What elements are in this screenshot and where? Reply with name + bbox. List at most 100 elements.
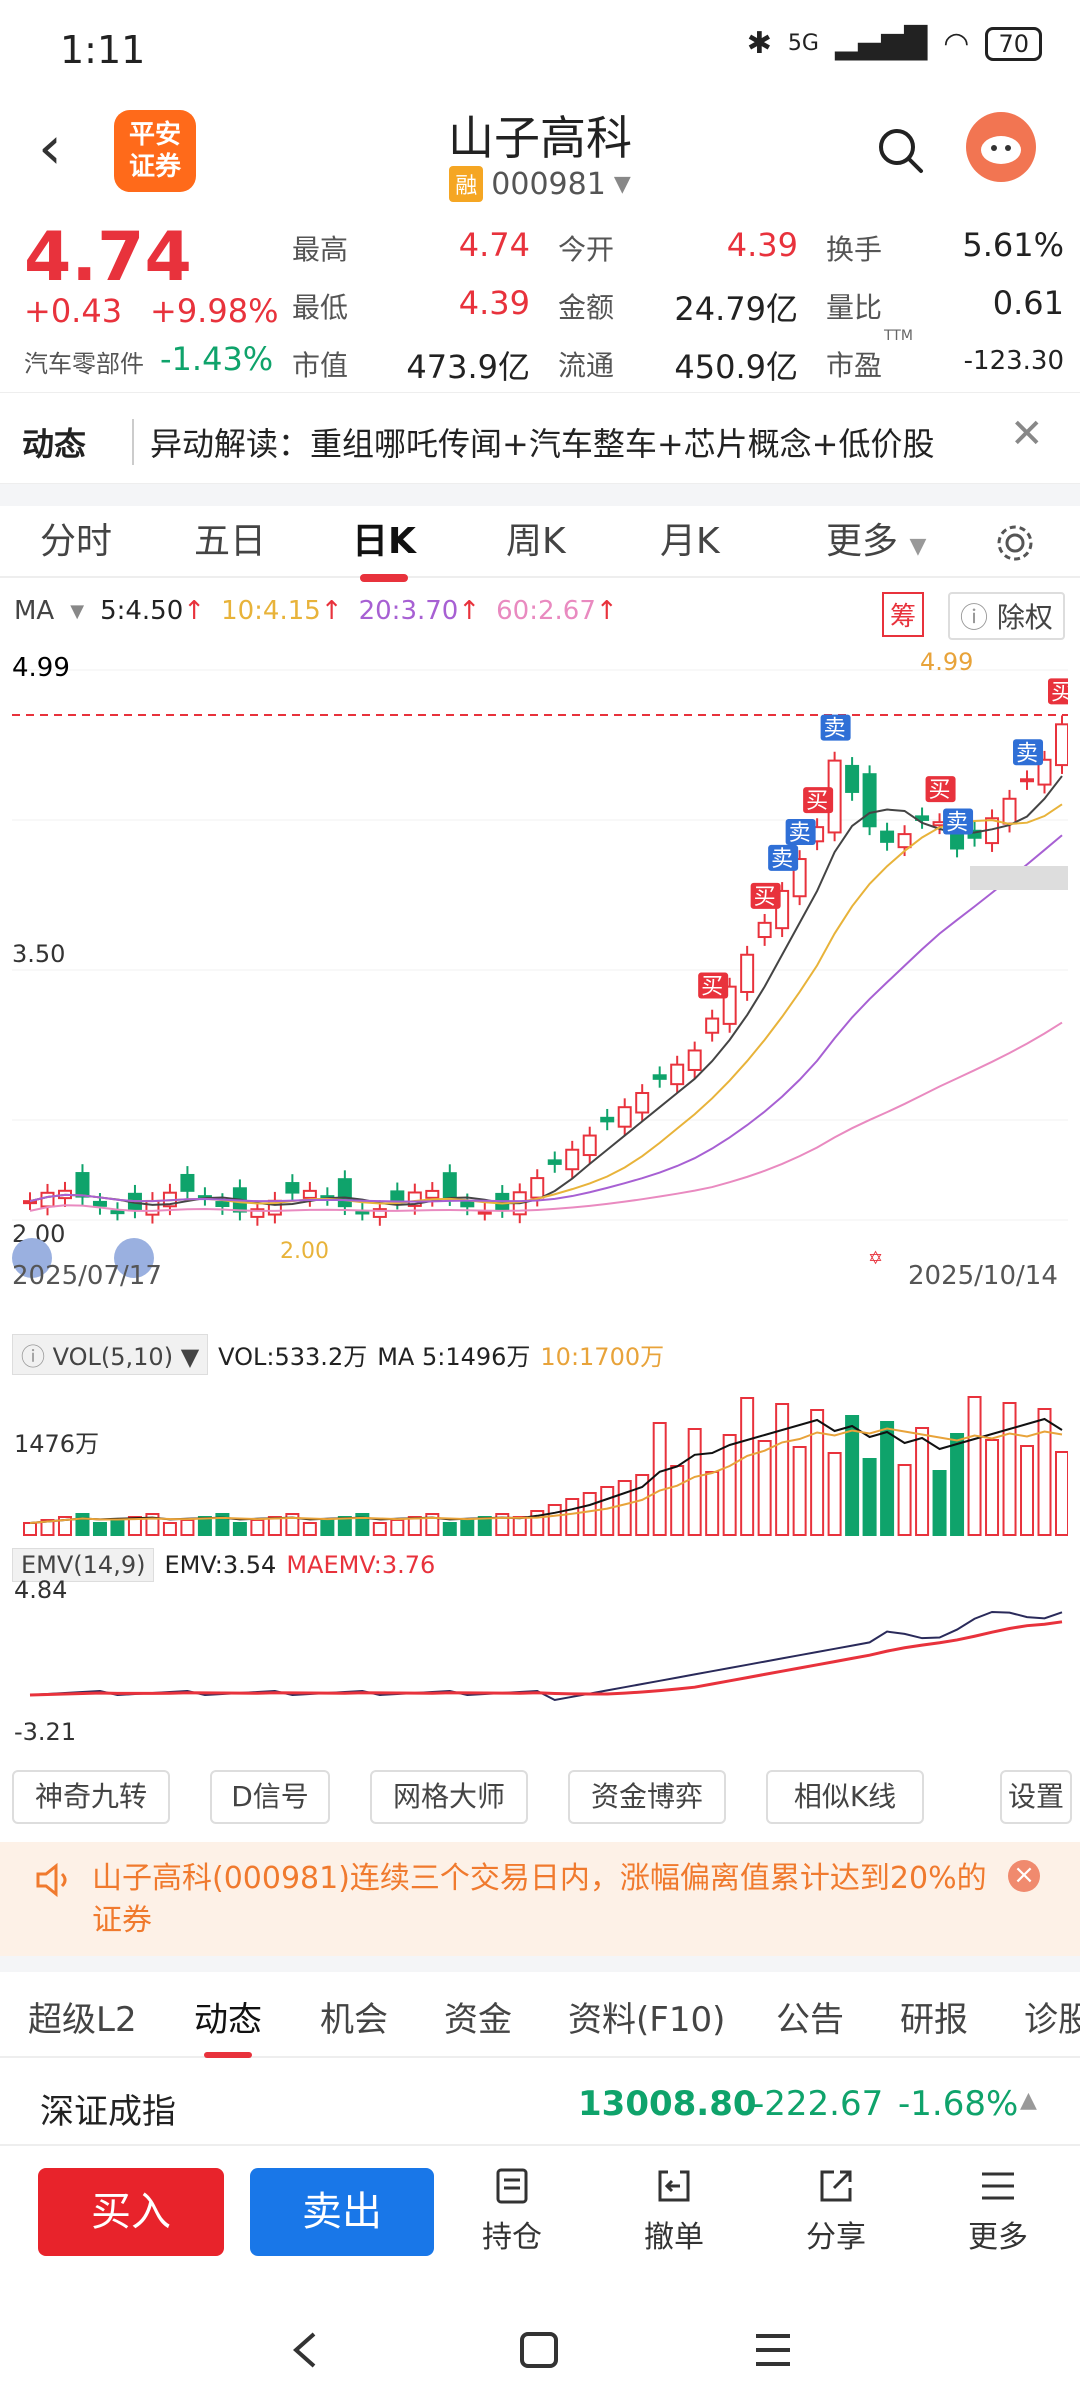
chevron-up-icon[interactable]: ▲ [1020,2088,1037,2113]
share-button[interactable]: 分享 [786,2166,886,2256]
buy-button[interactable]: 买入 [38,2168,224,2256]
quote-label: 流通 [558,349,615,382]
holdings-label: 持仓 [482,2220,542,2255]
quote-label: 换手 [826,233,883,266]
trade-mark-label: 买 [929,778,951,803]
logo-text: 平安 证券 [128,120,181,182]
speaker-icon [36,1862,67,1898]
candle [180,1173,195,1192]
volume-bar [460,1519,475,1536]
fullscreen-icon[interactable] [114,1238,154,1278]
sector-name[interactable]: 汽车零部件 [24,350,144,378]
tab-fenshi[interactable]: 分时 [40,521,113,562]
volume-bar [250,1519,265,1536]
tool-d-signal[interactable]: D信号 [210,1770,330,1824]
candles [23,715,1068,1226]
candle [250,1208,265,1218]
quote-value: 4.39 [726,226,798,264]
stock-code-row[interactable]: 融 000981 ▼ [0,166,1080,202]
volume-bar [757,1440,772,1536]
ma10-value: 10:4.15↑ [221,596,343,626]
buy-mark [925,776,956,803]
tab-news[interactable]: 动态 [194,1992,262,2058]
tab-daily-k[interactable]: 日K [352,506,416,582]
back-icon[interactable]: ‹ [38,113,62,183]
tool-grid-master[interactable]: 网格大师 [370,1770,528,1824]
candle [477,1210,492,1215]
sell-mark [943,808,974,835]
emv-chart[interactable]: 4.84 -3.21 [12,1580,1068,1750]
avatar[interactable] [966,112,1036,182]
candle [635,1092,650,1114]
quote-label: 最低 [292,291,349,324]
news-bar[interactable]: 动态 异动解读：重组哪吒传闻+汽车整车+芯片概念+低价股 ✕ [0,392,1080,484]
alert-banner[interactable]: 山子高科(000981)连续三个交易日内，涨幅偏离值累计达到20%的证券 × [0,1842,1080,1956]
emv-tag[interactable]: EMV(14,9) [12,1548,155,1582]
vol-tag[interactable]: ⓘ VOL(5,10) ▼ [12,1334,209,1375]
tab-weekly-k[interactable]: 周K [506,521,566,562]
sell-mark [768,844,799,871]
tool-jiuzhuan[interactable]: 神奇九转 [12,1770,170,1824]
ma10-line [29,803,1063,1205]
search-icon[interactable] [875,125,925,175]
vol-ma10: 10:1700万 [540,1343,665,1371]
candle [145,1199,160,1216]
tab-diagnosis[interactable]: 诊股 [1024,2000,1080,2040]
holdings-button[interactable]: 持仓 [462,2166,562,2256]
trade-mark-label: 卖 [824,717,846,742]
tool-settings[interactable]: 设置 [1000,1770,1072,1824]
volume-bar [477,1516,492,1536]
tab-more[interactable]: 更多 ▼ [826,506,926,578]
tab-research[interactable]: 研报 [900,2000,968,2040]
sector-change-pct[interactable]: -1.43% [160,340,274,378]
tab-monthly-k[interactable]: 月K [660,521,720,562]
ma10-text: 10:4.15 [221,596,321,626]
volume-bar [285,1513,300,1536]
margin-badge: 融 [449,166,484,202]
nav-back-icon[interactable] [292,2332,316,2368]
volume-bar [442,1522,457,1536]
trade-mark-label: 买 [1051,680,1068,705]
tab-more-label: 更多 [826,521,899,562]
tab-announcements[interactable]: 公告 [776,2000,844,2040]
index-change: -222.67 [752,2084,884,2124]
vol-header[interactable]: ⓘ VOL(5,10) ▼ VOL:533.2万 MA 5:1496万 10:1… [12,1334,664,1375]
nav-home-icon[interactable] [520,2332,558,2368]
vol-ma10-line [29,1427,1063,1524]
volume-bar [57,1516,72,1536]
news-text[interactable]: 异动解读：重组哪吒传闻+汽车整车+芯片概念+低价股 [132,419,934,465]
volume-bar [302,1522,317,1536]
tab-funds[interactable]: 资金 [444,2000,512,2040]
volume-bar [862,1458,877,1536]
sell-button[interactable]: 卖出 [250,2168,434,2256]
tab-wuri[interactable]: 五日 [194,521,267,562]
expand-icon[interactable] [12,1238,52,1278]
tool-fund-game[interactable]: 资金博弈 [568,1770,726,1824]
volume-chart[interactable]: 1476万 [12,1370,1068,1540]
tab-l2[interactable]: 超级L2 [28,2000,137,2040]
tool-similar-k[interactable]: 相似K线 [766,1770,924,1824]
tab-opportunity[interactable]: 机会 [320,2000,388,2040]
bluetooth-icon: ✱ [746,26,772,61]
more-button[interactable]: 更多 [948,2166,1048,2256]
tab-f10[interactable]: 资料(F10) [568,2000,726,2040]
ma-row[interactable]: MA ▼ 5:4.50↑ 10:4.15↑ 20:3.70↑ 60:2.67↑ [14,596,618,626]
stock-name: 山子高科 [448,111,632,165]
volume-bar [582,1492,597,1536]
cancel-order-button[interactable]: 撤单 [624,2166,724,2256]
emv-header[interactable]: EMV(14,9) EMV:3.54 MAEMV:3.76 [12,1548,435,1582]
index-ticker[interactable]: 深证成指 13008.80 -222.67 -1.68% ▲ [0,2060,1080,2146]
close-icon[interactable]: × [1008,1860,1040,1892]
close-icon[interactable]: ✕ [1010,411,1044,457]
candle [75,1172,90,1198]
ex-rights-button[interactable]: ⓘ 除权 [948,592,1065,640]
volume-bar [92,1522,107,1536]
broker-logo: 平安 证券 [114,110,196,192]
ma-label: MA [14,596,55,626]
battery-icon: 70 [985,26,1042,61]
gear-icon[interactable] [994,522,1036,564]
chip-button[interactable]: 筹 [882,592,925,637]
emv-line [29,1610,1063,1702]
nav-menu-icon[interactable] [756,2334,790,2366]
